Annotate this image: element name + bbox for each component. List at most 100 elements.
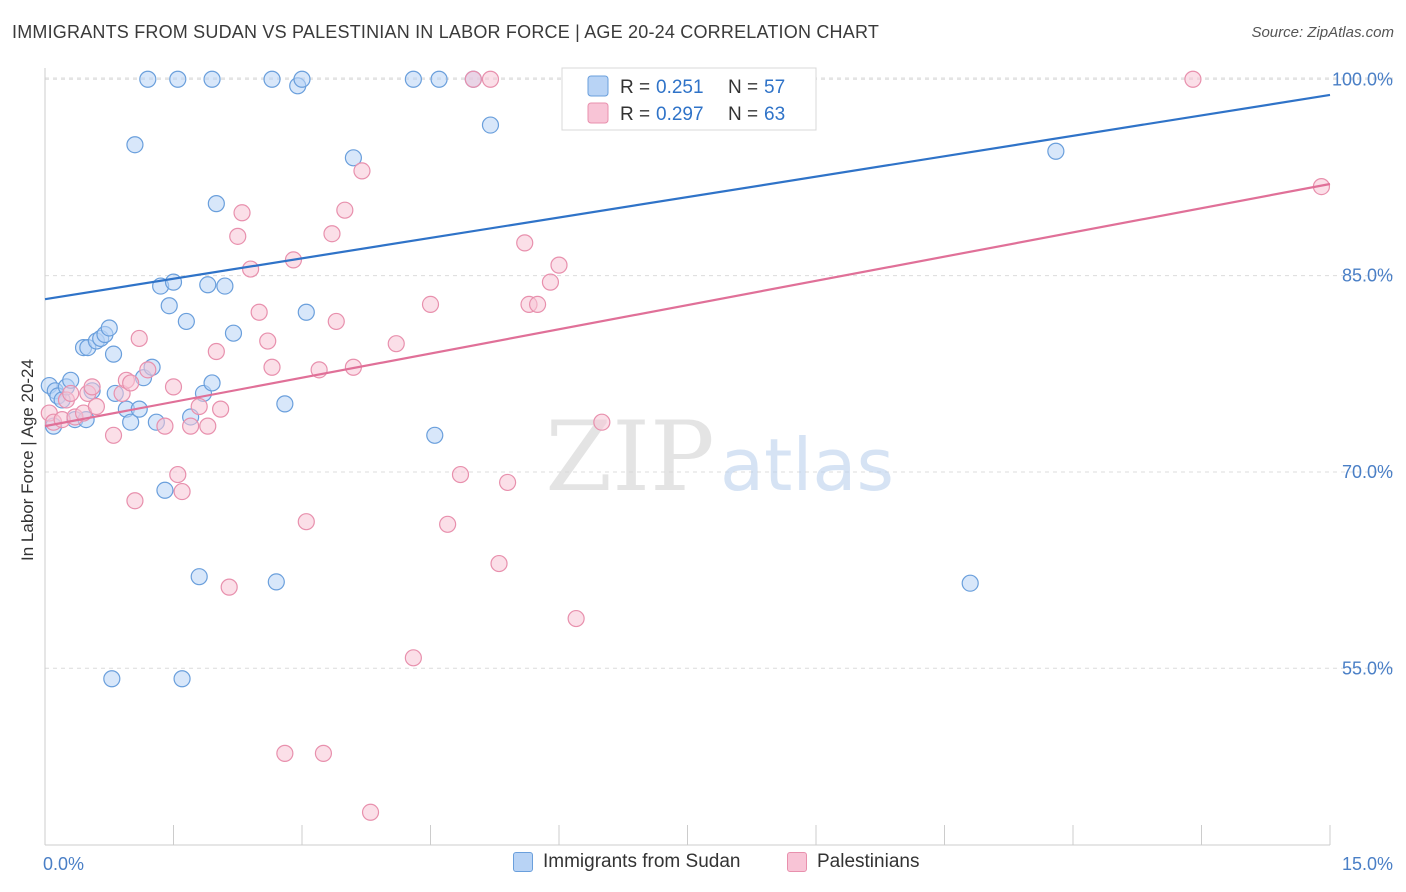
point-palestinian xyxy=(104,426,123,444)
point-sudan xyxy=(216,277,234,295)
point-palestinian xyxy=(353,162,371,180)
point-palestinian xyxy=(464,70,482,88)
point-palestinian xyxy=(182,417,200,435)
grid-layer xyxy=(45,77,1395,669)
point-palestinian xyxy=(156,417,174,435)
point-sudan xyxy=(173,670,191,688)
point-palestinian xyxy=(199,417,217,435)
point-sudan xyxy=(267,573,285,591)
y-tick-label: 70.0% xyxy=(1342,462,1393,482)
point-sudan xyxy=(426,426,444,444)
bottom-legend-sudan: Immigrants from Sudan xyxy=(513,851,740,873)
point-sudan xyxy=(177,312,195,331)
point-palestinian xyxy=(439,515,457,533)
point-sudan xyxy=(122,413,140,431)
point-sudan xyxy=(156,481,174,499)
y-tick-label: 100.0% xyxy=(1332,69,1393,89)
point-palestinian xyxy=(361,803,380,821)
point-sudan xyxy=(100,319,118,337)
point-sudan xyxy=(169,70,187,88)
point-sudan xyxy=(164,273,183,291)
legend-n-value-sudan: 57 xyxy=(764,77,785,98)
bottom-legend-swatch-pal xyxy=(787,852,807,872)
bottom-legend-label-pal: Palestinians xyxy=(817,851,920,872)
point-sudan xyxy=(139,70,157,88)
point-sudan xyxy=(293,70,311,88)
point-sudan xyxy=(126,136,144,154)
legend-n-label-sudan: N = xyxy=(728,77,758,98)
point-palestinian xyxy=(259,332,277,350)
point-palestinian xyxy=(126,492,144,510)
point-palestinian xyxy=(169,465,187,484)
point-palestinian xyxy=(336,201,354,219)
point-sudan xyxy=(263,70,281,88)
point-palestinian xyxy=(229,227,247,245)
point-palestinian xyxy=(190,397,208,416)
point-sudan xyxy=(344,149,362,167)
point-sudan xyxy=(203,70,221,88)
point-palestinian xyxy=(83,378,101,396)
point-palestinian xyxy=(541,273,560,291)
source-credit: Source: ZipAtlas.com xyxy=(1251,24,1394,41)
point-palestinian xyxy=(314,744,333,762)
point-sudan xyxy=(430,70,448,88)
point-sudan xyxy=(160,297,178,315)
point-palestinian xyxy=(490,554,508,573)
points-layer xyxy=(40,70,1331,821)
point-palestinian xyxy=(130,329,148,348)
watermark: ZIP atlas xyxy=(545,401,894,513)
point-sudan xyxy=(207,195,225,213)
point-palestinian xyxy=(212,400,230,418)
legend-r-value-sudan: 0.251 xyxy=(656,77,704,98)
point-palestinian xyxy=(499,473,517,492)
legend: R = 0.251 N = 57 R = 0.297 N = 63 xyxy=(561,67,817,131)
point-palestinian xyxy=(550,256,568,274)
point-palestinian xyxy=(220,578,238,596)
axis-layer xyxy=(44,68,1331,846)
point-palestinian xyxy=(297,513,315,531)
point-palestinian xyxy=(242,260,260,278)
bottom-legend-pal: Palestinians xyxy=(787,851,919,873)
legend-swatch-pal xyxy=(587,102,609,124)
point-palestinian xyxy=(593,413,611,431)
point-palestinian xyxy=(164,378,183,396)
point-palestinian xyxy=(263,358,281,376)
point-sudan xyxy=(224,324,243,342)
tick-labels: 55.0% 70.0% 85.0% 100.0% 0.0% 15.0% xyxy=(43,69,1393,874)
watermark-atlas: atlas xyxy=(720,423,894,507)
point-sudan xyxy=(481,116,500,134)
point-palestinian xyxy=(233,204,251,222)
point-palestinian xyxy=(276,744,294,762)
legend-swatch-sudan xyxy=(587,75,609,97)
trend-line-sudan xyxy=(44,93,1331,301)
bottom-legend: Immigrants from Sudan Palestinians xyxy=(0,851,1406,881)
point-sudan xyxy=(190,568,208,586)
point-sudan xyxy=(203,374,221,392)
y-tick-label: 85.0% xyxy=(1342,266,1393,286)
chart-title: IMMIGRANTS FROM SUDAN VS PALESTINIAN IN … xyxy=(12,22,880,42)
legend-n-label-pal: N = xyxy=(728,104,758,125)
y-tick-label: 55.0% xyxy=(1342,658,1393,678)
point-sudan xyxy=(276,395,294,413)
point-sudan xyxy=(297,303,315,321)
x-tick-label: 0.0% xyxy=(43,854,84,874)
x-tick-label: 15.0% xyxy=(1342,854,1393,874)
point-palestinian xyxy=(421,295,440,314)
point-palestinian xyxy=(567,609,585,628)
point-palestinian xyxy=(87,397,106,416)
point-palestinian xyxy=(516,234,534,252)
point-sudan xyxy=(1047,142,1065,160)
point-palestinian xyxy=(528,295,547,314)
legend-r-label-sudan: R = xyxy=(620,77,650,98)
point-palestinian xyxy=(173,482,191,501)
bottom-legend-swatch-sudan xyxy=(513,852,533,872)
legend-n-value-pal: 63 xyxy=(764,104,785,125)
point-palestinian xyxy=(323,225,341,243)
point-sudan xyxy=(199,276,217,294)
point-sudan xyxy=(104,345,123,363)
point-palestinian xyxy=(1184,70,1202,88)
point-palestinian xyxy=(139,361,157,379)
legend-r-label-pal: R = xyxy=(620,104,650,125)
trend-layer xyxy=(44,93,1331,428)
